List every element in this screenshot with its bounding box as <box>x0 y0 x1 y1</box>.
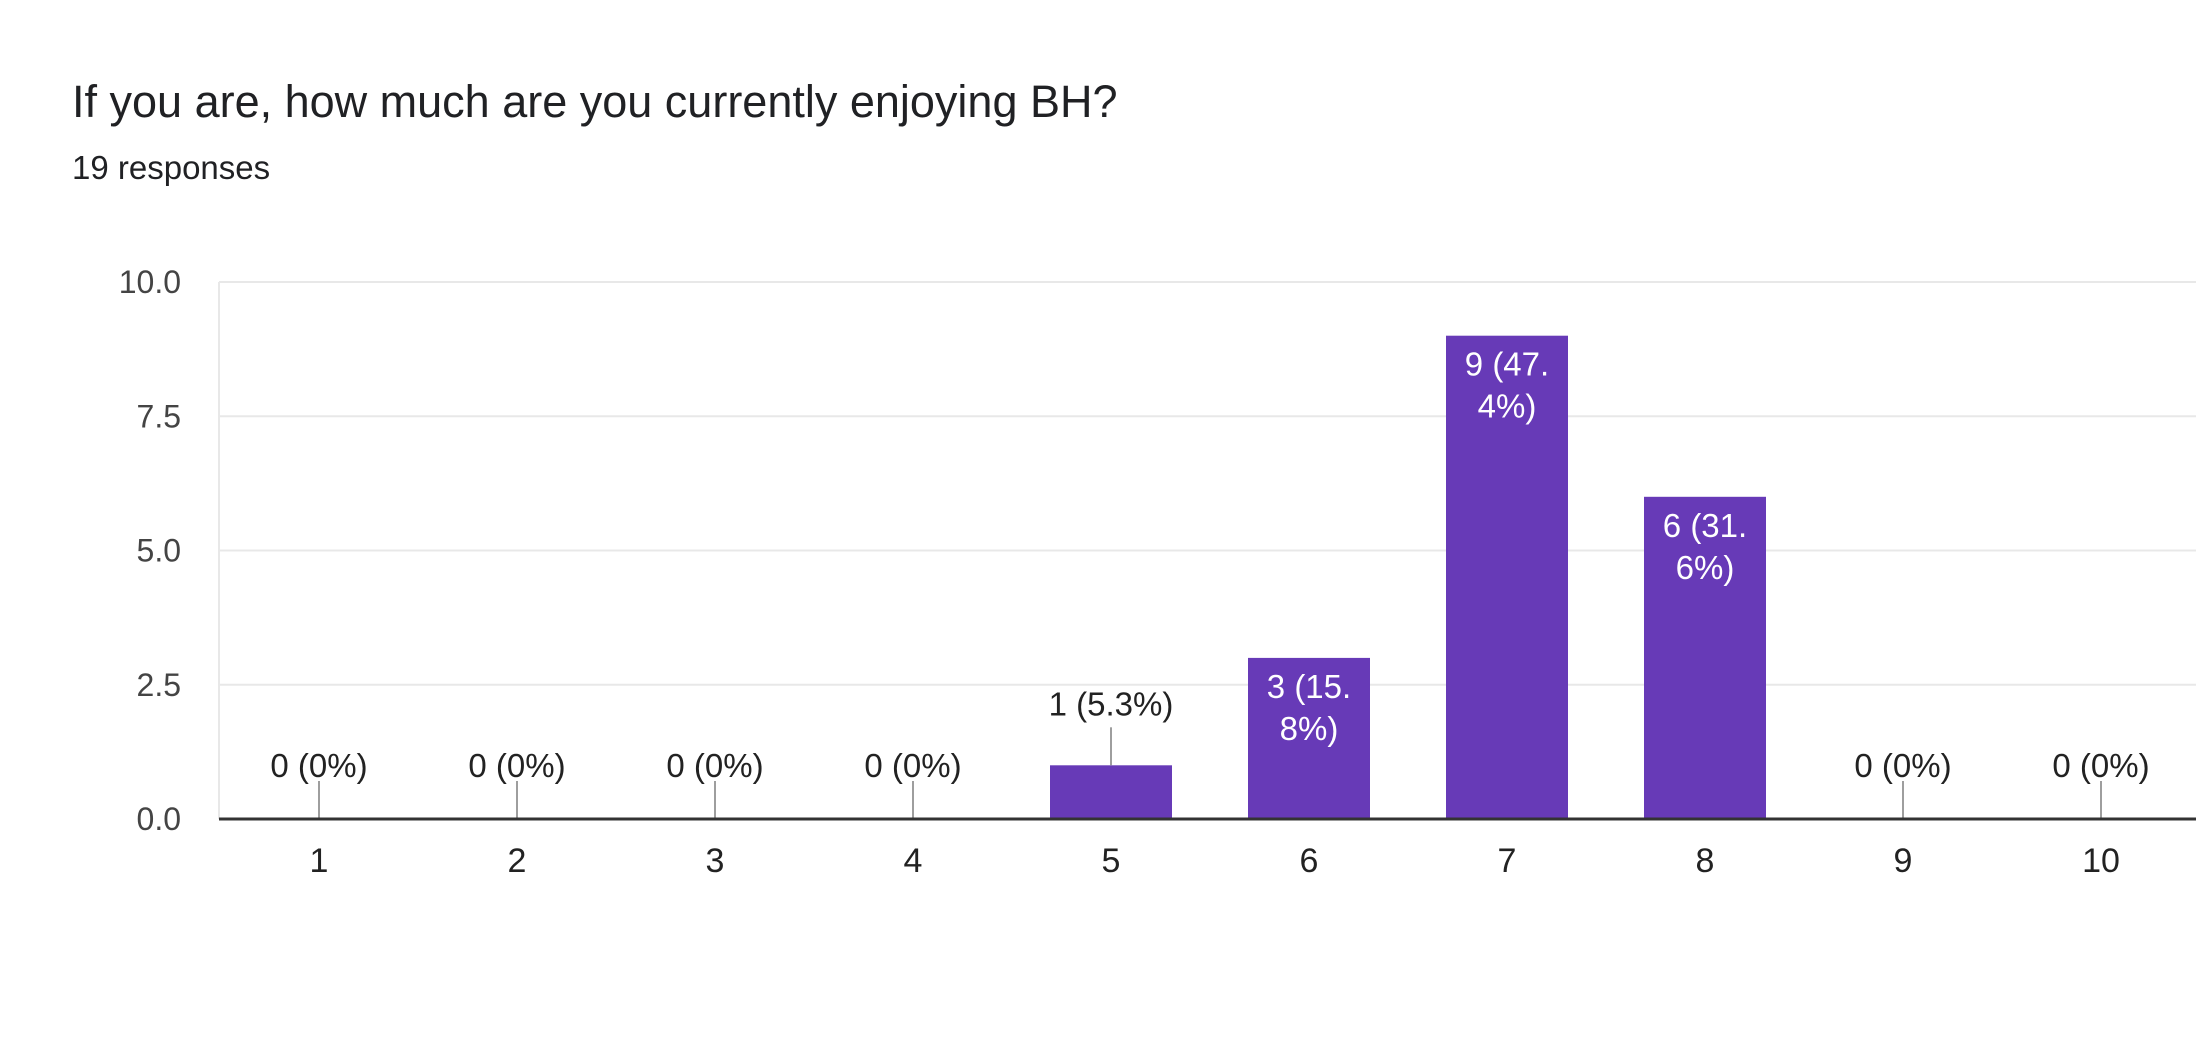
x-tick-label: 1 <box>310 842 329 880</box>
y-tick-label: 7.5 <box>137 398 181 434</box>
bar <box>1248 657 1370 819</box>
x-tick-label: 3 <box>706 842 725 880</box>
x-tick-label: 8 <box>1696 842 1715 880</box>
data-label: 1 (5.3%) <box>1049 685 1174 722</box>
data-label: 0 (0%) <box>864 747 961 784</box>
x-tick-label: 4 <box>904 842 923 880</box>
data-label: 0 (0%) <box>270 747 367 784</box>
x-tick-label: 7 <box>1498 842 1517 880</box>
data-label: 9 (47. 4%) <box>1465 346 1549 425</box>
bar <box>1446 335 1568 819</box>
y-tick-label: 10.0 <box>119 264 181 300</box>
x-tick-label: 9 <box>1894 842 1913 880</box>
chart-title: If you are, how much are you currently e… <box>72 76 1118 127</box>
y-tick-label: 0.0 <box>137 801 181 837</box>
data-label: 0 (0%) <box>666 747 763 784</box>
bar <box>1644 496 1766 819</box>
data-label: 0 (0%) <box>468 747 565 784</box>
y-tick-label: 2.5 <box>137 667 181 703</box>
data-label: 0 (0%) <box>1854 747 1951 784</box>
response-count: 19 responses <box>72 149 271 186</box>
data-label: 6 (31. 6%) <box>1663 507 1747 586</box>
bar <box>1050 765 1172 819</box>
x-tick-label: 6 <box>1300 842 1319 880</box>
x-tick-label: 10 <box>2082 842 2120 880</box>
data-label: 3 (15. 8%) <box>1267 668 1351 747</box>
data-label: 0 (0%) <box>2052 747 2149 784</box>
x-tick-label: 2 <box>508 842 527 880</box>
y-tick-label: 5.0 <box>137 533 181 569</box>
x-tick-label: 5 <box>1102 842 1121 880</box>
